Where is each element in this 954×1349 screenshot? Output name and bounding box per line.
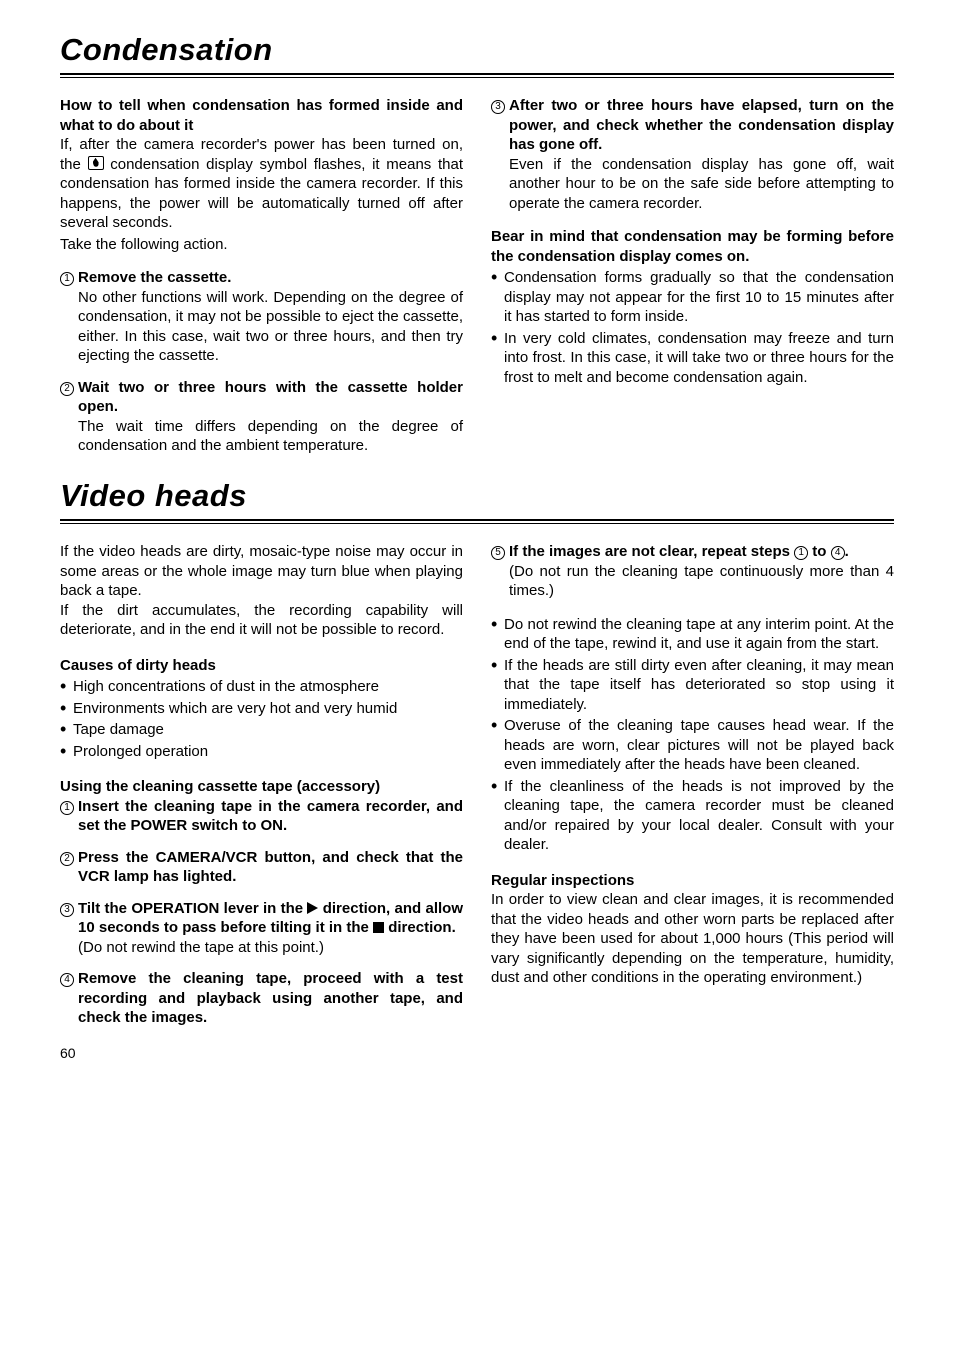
bullet-item: • Condensation forms gradually so that t… <box>491 268 894 327</box>
bullet-item: • Do not rewind the cleaning tape at any… <box>491 615 894 654</box>
divider <box>60 73 894 78</box>
circle-1-icon: 1 <box>60 272 74 286</box>
bullet-item: • Environments which are very hot and ve… <box>60 699 463 719</box>
two-column-layout: If the video heads are dirty, mosaic-typ… <box>60 542 894 1028</box>
step-head: Press the CAMERA/VCR button, and check t… <box>78 848 463 887</box>
divider <box>60 519 894 524</box>
bullet-item: • In very cold climates, condensation ma… <box>491 329 894 388</box>
bullet-icon: • <box>60 677 73 697</box>
bullet-icon: • <box>491 268 504 327</box>
bullet-item: • Prolonged operation <box>60 742 463 762</box>
step-1: 1 Insert the cleaning tape in the camera… <box>60 797 463 836</box>
step-body: No other functions will work. Depending … <box>78 288 463 366</box>
bullet-text: Prolonged operation <box>73 742 463 762</box>
step-head: After two or three hours have elapsed, t… <box>509 96 894 155</box>
text: . <box>845 543 849 560</box>
bullet-item: • Overuse of the cleaning tape causes he… <box>491 716 894 775</box>
paragraph: In order to view clean and clear images,… <box>491 890 894 988</box>
bullet-text: In very cold climates, condensation may … <box>504 329 894 388</box>
paragraph: Take the following action. <box>60 235 463 255</box>
left-column: How to tell when condensation has formed… <box>60 96 463 456</box>
bullet-icon: • <box>60 742 73 762</box>
section-title: Video heads <box>60 476 894 516</box>
step-note: (Do not run the cleaning tape continuous… <box>509 562 894 601</box>
section-videoheads: Video heads If the video heads are dirty… <box>60 476 894 1028</box>
step-5: 5 If the images are not clear, repeat st… <box>491 542 894 601</box>
bullet-text: Tape damage <box>73 720 463 740</box>
circle-1-icon: 1 <box>60 801 74 815</box>
step-head: Insert the cleaning tape in the camera r… <box>78 797 463 836</box>
step-note: (Do not rewind the tape at this point.) <box>78 938 463 958</box>
stop-icon <box>373 922 384 933</box>
step-body: Even if the condensation display has gon… <box>509 155 894 214</box>
bullet-icon: • <box>491 656 504 715</box>
bullet-item: • Tape damage <box>60 720 463 740</box>
paragraph: If the dirt accumulates, the recording c… <box>60 601 463 640</box>
two-column-layout: How to tell when condensation has formed… <box>60 96 894 456</box>
step-4: 4 Remove the cleaning tape, proceed with… <box>60 969 463 1028</box>
section-title: Condensation <box>60 30 894 70</box>
text: direction. <box>384 919 456 936</box>
subheading: Regular inspections <box>491 871 894 891</box>
circle-3-icon: 3 <box>491 100 505 114</box>
circle-4-icon: 4 <box>60 973 74 987</box>
condensation-icon <box>88 156 104 170</box>
bullet-icon: • <box>60 699 73 719</box>
circle-1-icon: 1 <box>794 546 808 560</box>
step-head: Remove the cleaning tape, proceed with a… <box>78 969 463 1028</box>
bullet-item: • High concentrations of dust in the atm… <box>60 677 463 697</box>
bullet-icon: • <box>491 777 504 855</box>
step-3: 3 After two or three hours have elapsed,… <box>491 96 894 213</box>
bullet-icon: • <box>491 615 504 654</box>
text: Tilt the OPERATION lever in the <box>78 900 307 917</box>
section-condensation: Condensation How to tell when condensati… <box>60 30 894 456</box>
circle-2-icon: 2 <box>60 852 74 866</box>
step-2: 2 Wait two or three hours with the casse… <box>60 378 463 456</box>
right-column: 3 After two or three hours have elapsed,… <box>491 96 894 456</box>
bullet-text: Overuse of the cleaning tape causes head… <box>504 716 894 775</box>
bullet-text: Do not rewind the cleaning tape at any i… <box>504 615 894 654</box>
bullet-icon: • <box>60 720 73 740</box>
subheading: Using the cleaning cassette tape (access… <box>60 777 463 797</box>
step-3: 3 Tilt the OPERATION lever in the direct… <box>60 899 463 958</box>
right-column: 5 If the images are not clear, repeat st… <box>491 542 894 1028</box>
step-head: Wait two or three hours with the cassett… <box>78 378 463 417</box>
circle-5-icon: 5 <box>491 546 505 560</box>
heading: How to tell when condensation has formed… <box>60 96 463 135</box>
step-head: Remove the cassette. <box>78 268 463 288</box>
step-body: The wait time differs depending on the d… <box>78 417 463 456</box>
circle-4-icon: 4 <box>831 546 845 560</box>
bullet-icon: • <box>491 716 504 775</box>
bullet-text: Environments which are very hot and very… <box>73 699 463 719</box>
paragraph: If the video heads are dirty, mosaic-typ… <box>60 542 463 601</box>
subheading: Causes of dirty heads <box>60 656 463 676</box>
circle-3-icon: 3 <box>60 903 74 917</box>
text: If the images are not clear, repeat step… <box>509 543 794 560</box>
circle-2-icon: 2 <box>60 382 74 396</box>
text: to <box>808 543 831 560</box>
bullet-icon: • <box>491 329 504 388</box>
page-number: 60 <box>60 1044 894 1062</box>
bullet-text: Condensation forms gradually so that the… <box>504 268 894 327</box>
left-column: If the video heads are dirty, mosaic-typ… <box>60 542 463 1028</box>
text: condensation display symbol flashes, it … <box>60 156 463 232</box>
paragraph: If, after the camera recorder's power ha… <box>60 135 463 233</box>
bullet-item: • If the cleanliness of the heads is not… <box>491 777 894 855</box>
bullet-text: If the cleanliness of the heads is not i… <box>504 777 894 855</box>
play-icon <box>307 902 318 914</box>
step-1: 1 Remove the cassette. No other function… <box>60 268 463 366</box>
bullet-text: If the heads are still dirty even after … <box>504 656 894 715</box>
warning-heading: Bear in mind that condensation may be fo… <box>491 227 894 266</box>
step-2: 2 Press the CAMERA/VCR button, and check… <box>60 848 463 887</box>
bullet-item: • If the heads are still dirty even afte… <box>491 656 894 715</box>
bullet-text: High concentrations of dust in the atmos… <box>73 677 463 697</box>
